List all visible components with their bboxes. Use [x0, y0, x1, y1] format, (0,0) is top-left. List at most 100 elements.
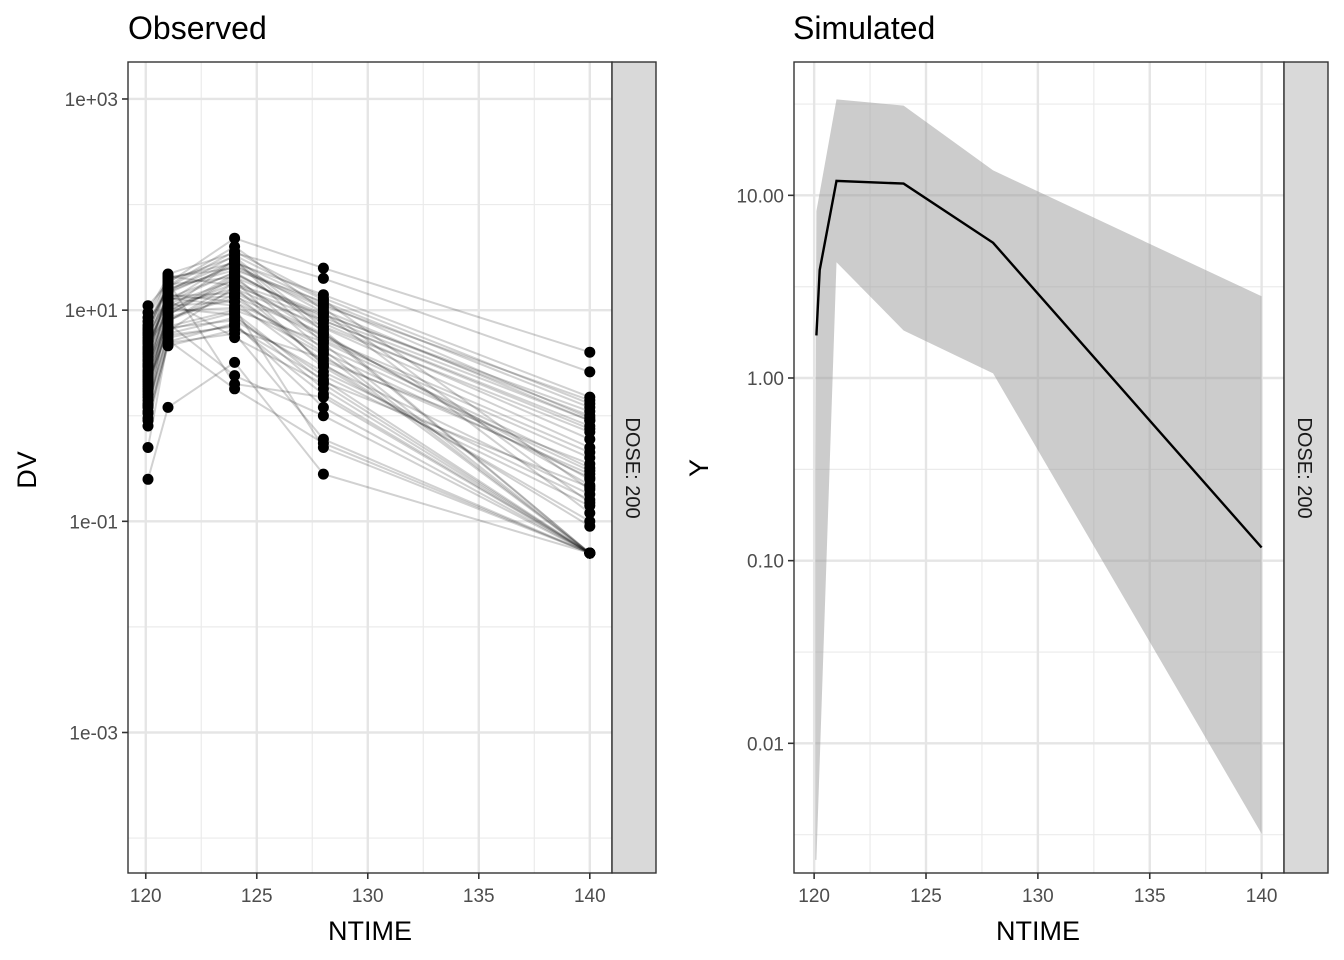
- observation-point: [142, 400, 154, 411]
- simulated-title: Simulated: [793, 10, 935, 46]
- x-tick-label: 130: [352, 886, 384, 907]
- observation-point: [584, 497, 596, 509]
- observation-point: [142, 316, 154, 327]
- observation-point: [229, 321, 241, 332]
- y-tick-label: 1.00: [747, 369, 784, 390]
- observation-point: [229, 356, 241, 368]
- observation-point: [317, 262, 329, 274]
- x-tick-label: 135: [463, 886, 495, 907]
- observation-point: [142, 342, 154, 354]
- observation-point: [317, 391, 329, 403]
- x-tick-label: 140: [1246, 886, 1278, 907]
- x-tick-label: 125: [241, 886, 273, 907]
- x-tick-label: 135: [1134, 886, 1166, 907]
- observed-y-axis: 1e+03 1e+01 1e-01 1e-03: [65, 90, 128, 744]
- observation-point: [162, 279, 174, 290]
- observation-point: [317, 294, 329, 306]
- observation-point: [584, 547, 596, 559]
- observation-point: [142, 385, 154, 397]
- observation-point: [142, 307, 154, 318]
- observation-point: [162, 340, 174, 352]
- y-tick-label: 10.00: [736, 186, 784, 207]
- x-tick-label: 120: [798, 886, 830, 907]
- y-tick-label: 1e+01: [65, 301, 118, 322]
- x-tick-label: 125: [910, 886, 942, 907]
- y-tick-label: 1e+03: [65, 90, 118, 111]
- observation-point: [317, 433, 329, 445]
- observation-point: [229, 271, 241, 283]
- prediction-interval-area: [815, 99, 1262, 860]
- simulated-strip-label: DOSE: 200: [1293, 417, 1315, 518]
- observation-point: [142, 326, 154, 338]
- y-tick-label: 0.10: [747, 552, 784, 573]
- observation-point: [229, 302, 241, 314]
- observation-point: [584, 473, 596, 485]
- observation-point: [584, 442, 596, 453]
- observation-point: [142, 420, 154, 432]
- observation-point: [162, 305, 174, 317]
- observation-point: [229, 312, 241, 324]
- observation-point: [142, 376, 154, 388]
- observation-point: [142, 473, 154, 485]
- observation-point: [584, 346, 596, 358]
- observation-point: [317, 410, 329, 422]
- observation-point: [142, 355, 154, 367]
- observation-point: [317, 329, 329, 341]
- observed-x-axis: 120 125 130 135 140: [130, 873, 606, 907]
- observed-title: Observed: [128, 10, 267, 46]
- observation-point: [162, 401, 174, 413]
- observed-strip: [611, 61, 657, 874]
- x-tick-label: 130: [1022, 886, 1054, 907]
- observation-point: [317, 401, 329, 413]
- observed-strip-label: DOSE: 200: [621, 417, 643, 518]
- observation-point: [229, 290, 241, 302]
- observation-point: [584, 423, 596, 435]
- simulated-strip: [1283, 61, 1329, 874]
- y-tick-label: 1e-03: [69, 723, 118, 744]
- observation-point: [584, 520, 596, 532]
- observation-point: [584, 452, 596, 464]
- observation-point: [317, 272, 329, 284]
- observed-y-label: DV: [12, 451, 42, 489]
- simulated-x-label: NTIME: [996, 916, 1080, 946]
- observed-points: [142, 232, 596, 559]
- observation-point: [317, 358, 329, 370]
- observed-gridlines: [128, 62, 612, 873]
- simulated-median-line: [815, 179, 1263, 549]
- observation-point: [317, 468, 329, 480]
- observation-point: [162, 293, 174, 305]
- observation-point: [317, 442, 329, 453]
- simulated-interval-band: [815, 99, 1262, 860]
- observation-point: [317, 308, 329, 320]
- observation-point: [584, 410, 596, 422]
- observation-point: [317, 374, 329, 386]
- observation-point: [229, 249, 241, 261]
- observation-point: [229, 332, 241, 344]
- simulated-x-axis: 120 125 130 135 140: [798, 873, 1277, 907]
- observation-point: [229, 281, 241, 293]
- observation-point: [317, 338, 329, 350]
- observed-x-label: NTIME: [328, 916, 412, 946]
- observation-point: [229, 232, 241, 244]
- y-tick-label: 1e-01: [69, 512, 118, 533]
- y-tick-label: 0.01: [747, 734, 784, 755]
- observation-point: [584, 398, 596, 410]
- observation-point: [229, 378, 241, 390]
- observation-point: [162, 316, 174, 327]
- observation-point: [142, 408, 154, 419]
- x-tick-label: 120: [130, 886, 162, 907]
- x-tick-label: 140: [574, 886, 606, 907]
- observation-point: [584, 433, 596, 445]
- observation-point: [142, 368, 154, 380]
- observation-point: [584, 484, 596, 495]
- simulated-panel: Simulated DOSE: 200 10.00 1.00 0.10 0.01 12…: [684, 10, 1329, 946]
- median-line-path: [815, 179, 1263, 549]
- observation-point: [142, 442, 154, 453]
- observed-panel: Observed DOSE: 200 1e+031e+011e-011e-03 …: [12, 10, 657, 946]
- observation-point: [584, 366, 596, 378]
- simulated-y-label: Y: [684, 459, 714, 477]
- observation-point: [229, 370, 241, 382]
- observed-plot-background: [128, 62, 612, 873]
- observation-point: [162, 329, 174, 341]
